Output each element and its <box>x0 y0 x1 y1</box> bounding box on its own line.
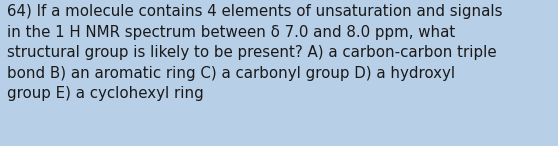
Text: 64) If a molecule contains 4 elements of unsaturation and signals
in the 1 H NMR: 64) If a molecule contains 4 elements of… <box>7 4 502 101</box>
